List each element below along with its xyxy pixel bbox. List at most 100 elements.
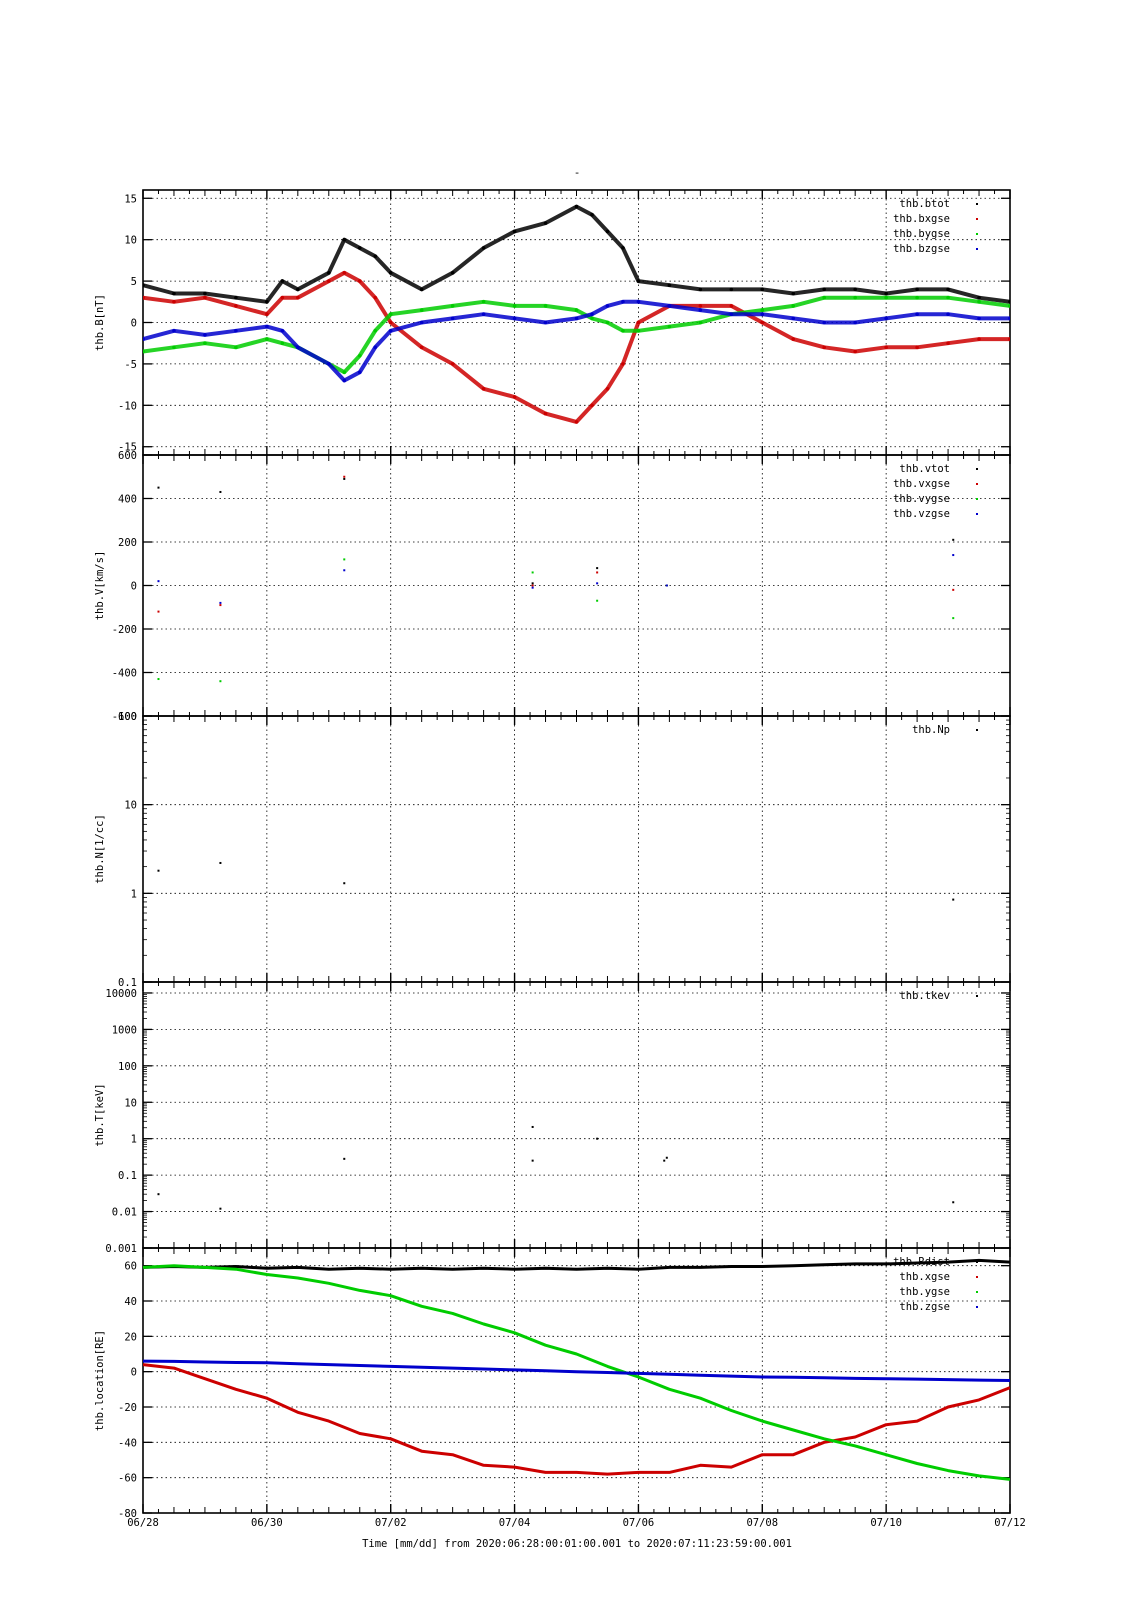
data-point	[596, 567, 599, 570]
data-point	[481, 312, 486, 317]
data-point	[760, 312, 765, 317]
x-tick-label: 07/02	[375, 1517, 407, 1529]
data-point	[203, 291, 207, 296]
data-point	[219, 680, 222, 683]
data-point	[791, 304, 796, 308]
data-layer	[157, 1125, 955, 1210]
data-point	[419, 287, 424, 292]
data-point	[574, 204, 579, 209]
legend-marker	[976, 233, 978, 235]
data-point	[663, 1159, 666, 1162]
data-point	[698, 308, 703, 312]
y-tick-label: -15	[118, 442, 137, 454]
series-line-thb.Rdist	[143, 1258, 1010, 1271]
data-point	[531, 571, 534, 574]
legend-label: thb.bxgse	[893, 213, 950, 225]
data-point	[234, 304, 238, 308]
data-point	[667, 304, 672, 308]
y-tick-label: -60	[118, 1473, 137, 1485]
data-point	[531, 584, 534, 587]
data-point	[915, 312, 919, 317]
data-point	[760, 320, 765, 325]
legend-label: thb.btot	[899, 198, 950, 210]
data-point	[621, 246, 625, 250]
data-point	[143, 337, 145, 341]
series-trace-thb.bzgse	[143, 299, 1010, 383]
data-point	[952, 617, 955, 620]
data-point	[915, 287, 919, 292]
legend-label: thb.tkev	[899, 990, 950, 1002]
y-tick-label: 100	[118, 1061, 137, 1073]
data-point	[388, 271, 393, 275]
title-mark: -	[574, 166, 581, 179]
data-point	[596, 571, 599, 574]
data-point	[698, 304, 703, 308]
data-point	[512, 316, 517, 321]
data-point	[481, 299, 486, 304]
data-point	[481, 246, 486, 250]
y-tick-label: -5	[124, 359, 137, 371]
data-point	[219, 1207, 222, 1210]
y-tick-label: -40	[118, 1437, 137, 1449]
data-point	[157, 580, 160, 583]
data-point	[636, 320, 641, 325]
data-point	[172, 328, 176, 333]
y-tick-label: 10	[124, 800, 137, 812]
data-point	[172, 345, 176, 350]
data-point	[636, 299, 641, 304]
legend-label: thb.zgse	[899, 1301, 950, 1313]
y-tick-label: -600	[112, 711, 137, 723]
data-point	[760, 308, 765, 312]
y-tick-label: -400	[112, 668, 137, 680]
x-tick-label: 07/04	[499, 1517, 531, 1529]
data-point	[946, 312, 950, 317]
y-tick-label: 200	[118, 537, 137, 549]
legend-label: thb.bygse	[893, 228, 950, 240]
data-point	[280, 341, 285, 346]
legend-marker	[976, 248, 978, 250]
data-point	[1008, 299, 1010, 304]
data-point	[760, 287, 765, 292]
data-point	[667, 283, 672, 288]
data-point	[605, 229, 610, 234]
data-point	[481, 386, 486, 391]
data-point	[342, 378, 347, 383]
data-point	[915, 295, 919, 300]
data-point	[590, 403, 594, 408]
data-point	[326, 362, 331, 366]
data-point	[234, 328, 238, 333]
data-point	[698, 320, 703, 325]
data-point	[977, 316, 981, 321]
data-point	[373, 345, 378, 350]
data-point	[419, 345, 424, 350]
data-point	[590, 316, 594, 321]
data-point	[343, 475, 346, 478]
y-tick-label: 60	[124, 1261, 137, 1273]
legend-marker	[976, 729, 978, 731]
data-point	[531, 1125, 534, 1128]
legend-label: thb.Np	[912, 724, 950, 736]
data-point	[234, 295, 238, 300]
data-point	[388, 320, 393, 325]
data-point	[172, 299, 176, 304]
data-point	[884, 295, 888, 300]
y-tick-label: 0.1	[118, 977, 137, 989]
y-tick-label: 0	[131, 581, 137, 593]
legend-marker	[976, 498, 978, 500]
data-point	[543, 411, 548, 416]
data-point	[636, 279, 641, 283]
x-tick-label: 07/10	[870, 1517, 902, 1529]
data-point	[157, 678, 160, 681]
y-tick-label: -10	[118, 400, 137, 412]
data-point	[884, 316, 888, 321]
data-point	[729, 304, 734, 308]
data-point	[219, 490, 222, 493]
data-point	[952, 554, 955, 557]
legend-marker	[976, 1261, 978, 1263]
legend-marker	[976, 1291, 978, 1293]
y-tick-label: 0	[131, 318, 137, 330]
data-point	[512, 229, 517, 234]
data-point	[342, 271, 347, 275]
series-trace-thb.btot	[143, 204, 1010, 304]
